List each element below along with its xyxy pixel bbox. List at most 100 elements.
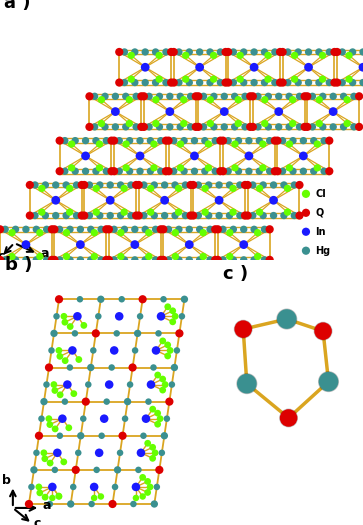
Point bbox=[52, 386, 58, 395]
Point bbox=[165, 302, 171, 311]
Point bbox=[232, 140, 238, 148]
Point bbox=[212, 136, 218, 145]
Point bbox=[310, 92, 315, 100]
Point bbox=[118, 228, 124, 237]
Point bbox=[54, 312, 60, 320]
Point bbox=[137, 136, 143, 145]
Point bbox=[146, 92, 152, 100]
Point bbox=[247, 123, 253, 131]
Point bbox=[303, 247, 309, 255]
Point bbox=[146, 228, 152, 237]
Point bbox=[225, 136, 231, 145]
Point bbox=[153, 96, 159, 104]
Point bbox=[94, 466, 99, 474]
Point bbox=[9, 228, 15, 237]
Point bbox=[163, 78, 169, 87]
Point bbox=[56, 346, 62, 355]
Point bbox=[44, 225, 50, 234]
Point bbox=[285, 184, 290, 193]
Point bbox=[231, 78, 236, 87]
Point bbox=[68, 500, 74, 508]
Point bbox=[153, 225, 159, 234]
Point bbox=[200, 228, 206, 237]
Point bbox=[49, 225, 55, 234]
Point bbox=[151, 212, 157, 220]
Point bbox=[72, 136, 78, 145]
Point bbox=[162, 181, 168, 189]
Point bbox=[42, 212, 48, 220]
Point bbox=[96, 448, 102, 457]
Point bbox=[148, 184, 154, 193]
Point bbox=[265, 75, 271, 83]
Point bbox=[111, 256, 117, 264]
Point bbox=[148, 380, 154, 388]
Point bbox=[89, 500, 94, 508]
Point bbox=[166, 136, 171, 145]
Point bbox=[286, 123, 292, 131]
Point bbox=[281, 212, 287, 220]
Point bbox=[188, 212, 193, 220]
Point bbox=[66, 424, 72, 432]
Point bbox=[83, 397, 89, 406]
Point bbox=[172, 253, 178, 261]
Text: a: a bbox=[40, 247, 49, 260]
Point bbox=[290, 167, 296, 175]
Point bbox=[286, 140, 292, 148]
Point bbox=[192, 167, 197, 175]
Point bbox=[176, 256, 182, 264]
Point bbox=[156, 75, 162, 83]
Point bbox=[13, 256, 19, 264]
Point bbox=[205, 140, 211, 148]
Point bbox=[56, 295, 62, 303]
Point bbox=[314, 140, 320, 148]
Point bbox=[171, 363, 177, 372]
Point bbox=[44, 380, 49, 388]
Point bbox=[217, 78, 223, 87]
Point bbox=[257, 184, 262, 193]
Point bbox=[216, 181, 222, 189]
Point bbox=[62, 167, 68, 175]
Point bbox=[98, 225, 104, 234]
Text: b ): b ) bbox=[5, 256, 32, 275]
Point bbox=[102, 123, 108, 131]
Point bbox=[302, 92, 307, 100]
Point bbox=[176, 329, 182, 338]
Point bbox=[140, 432, 146, 440]
Point bbox=[114, 329, 120, 338]
Point bbox=[181, 96, 187, 104]
Point bbox=[80, 415, 86, 423]
Point bbox=[103, 167, 109, 175]
Point bbox=[262, 256, 268, 264]
Point bbox=[246, 152, 252, 160]
Point bbox=[211, 92, 217, 100]
Point bbox=[170, 318, 176, 326]
Point bbox=[145, 439, 151, 447]
Point bbox=[251, 225, 257, 234]
Point bbox=[122, 256, 127, 264]
Point bbox=[245, 181, 250, 189]
Text: Cl: Cl bbox=[315, 189, 326, 199]
Point bbox=[320, 123, 326, 131]
Point bbox=[206, 212, 212, 220]
Point bbox=[142, 48, 148, 56]
Point bbox=[227, 228, 233, 237]
Point bbox=[148, 208, 154, 216]
Point bbox=[251, 63, 257, 71]
Point bbox=[146, 123, 152, 131]
Point bbox=[160, 386, 166, 394]
Point bbox=[83, 136, 89, 145]
Point bbox=[260, 181, 266, 189]
Point bbox=[77, 256, 83, 264]
Point bbox=[91, 228, 97, 237]
Point bbox=[276, 92, 282, 100]
Point bbox=[93, 329, 99, 338]
Point bbox=[244, 380, 250, 388]
Point bbox=[13, 225, 19, 234]
Point bbox=[109, 136, 114, 145]
Point bbox=[281, 181, 287, 189]
Point bbox=[33, 448, 39, 457]
Point bbox=[339, 78, 345, 87]
Point bbox=[301, 152, 306, 160]
Point bbox=[27, 181, 33, 189]
Point bbox=[29, 483, 34, 491]
